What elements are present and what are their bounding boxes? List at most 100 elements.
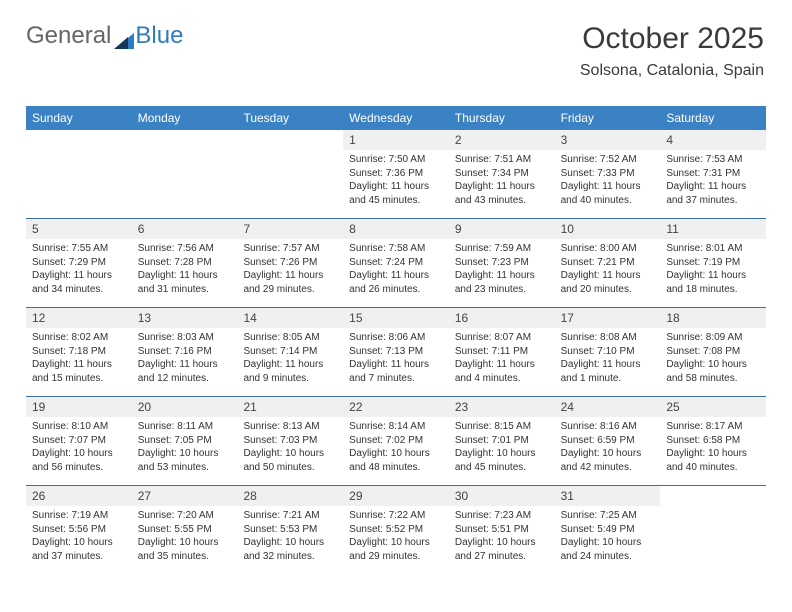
sunrise-text: Sunrise: 8:11 AM	[138, 420, 232, 434]
day-number	[237, 130, 343, 136]
day-number: 6	[132, 219, 238, 239]
daylight-text: Daylight: 11 hours and 37 minutes.	[666, 180, 760, 207]
sunrise-text: Sunrise: 8:02 AM	[32, 331, 126, 345]
day-cell: 5Sunrise: 7:55 AMSunset: 7:29 PMDaylight…	[26, 219, 132, 307]
sunset-text: Sunset: 7:08 PM	[666, 345, 760, 359]
sunrise-text: Sunrise: 7:23 AM	[455, 509, 549, 523]
day-number: 21	[237, 397, 343, 417]
day-cell: 25Sunrise: 8:17 AMSunset: 6:58 PMDayligh…	[660, 397, 766, 485]
sunrise-text: Sunrise: 7:51 AM	[455, 153, 549, 167]
sunset-text: Sunset: 7:05 PM	[138, 434, 232, 448]
day-body: Sunrise: 7:55 AMSunset: 7:29 PMDaylight:…	[26, 239, 132, 302]
sunrise-text: Sunrise: 7:22 AM	[349, 509, 443, 523]
day-number: 27	[132, 486, 238, 506]
sunrise-text: Sunrise: 8:15 AM	[455, 420, 549, 434]
weekday-header: Wednesday	[343, 106, 449, 130]
sunset-text: Sunset: 7:24 PM	[349, 256, 443, 270]
weekday-header: Tuesday	[237, 106, 343, 130]
day-body: Sunrise: 8:00 AMSunset: 7:21 PMDaylight:…	[555, 239, 661, 302]
weekday-header: Thursday	[449, 106, 555, 130]
sunrise-text: Sunrise: 8:05 AM	[243, 331, 337, 345]
day-number: 24	[555, 397, 661, 417]
sunset-text: Sunset: 7:26 PM	[243, 256, 337, 270]
sunset-text: Sunset: 7:33 PM	[561, 167, 655, 181]
sunrise-text: Sunrise: 8:17 AM	[666, 420, 760, 434]
day-number: 9	[449, 219, 555, 239]
daylight-text: Daylight: 10 hours and 24 minutes.	[561, 536, 655, 563]
sunset-text: Sunset: 7:10 PM	[561, 345, 655, 359]
day-body: Sunrise: 7:50 AMSunset: 7:36 PMDaylight:…	[343, 150, 449, 213]
sunrise-text: Sunrise: 8:10 AM	[32, 420, 126, 434]
day-cell: 21Sunrise: 8:13 AMSunset: 7:03 PMDayligh…	[237, 397, 343, 485]
day-body: Sunrise: 7:22 AMSunset: 5:52 PMDaylight:…	[343, 506, 449, 569]
day-cell	[132, 130, 238, 218]
sunrise-text: Sunrise: 8:14 AM	[349, 420, 443, 434]
day-number: 31	[555, 486, 661, 506]
location-label: Solsona, Catalonia, Spain	[580, 62, 764, 80]
daylight-text: Daylight: 11 hours and 7 minutes.	[349, 358, 443, 385]
day-body: Sunrise: 8:11 AMSunset: 7:05 PMDaylight:…	[132, 417, 238, 480]
week-row: 26Sunrise: 7:19 AMSunset: 5:56 PMDayligh…	[26, 485, 766, 574]
sunset-text: Sunset: 7:19 PM	[666, 256, 760, 270]
sunset-text: Sunset: 7:14 PM	[243, 345, 337, 359]
sunrise-text: Sunrise: 8:00 AM	[561, 242, 655, 256]
month-title: October 2025	[580, 22, 764, 56]
weekday-header: Sunday	[26, 106, 132, 130]
day-body: Sunrise: 7:52 AMSunset: 7:33 PMDaylight:…	[555, 150, 661, 213]
day-cell: 16Sunrise: 8:07 AMSunset: 7:11 PMDayligh…	[449, 308, 555, 396]
sunrise-text: Sunrise: 7:25 AM	[561, 509, 655, 523]
day-body: Sunrise: 8:15 AMSunset: 7:01 PMDaylight:…	[449, 417, 555, 480]
sunset-text: Sunset: 5:51 PM	[455, 523, 549, 537]
day-cell: 29Sunrise: 7:22 AMSunset: 5:52 PMDayligh…	[343, 486, 449, 574]
sunset-text: Sunset: 7:29 PM	[32, 256, 126, 270]
day-number	[132, 130, 238, 136]
day-body: Sunrise: 7:21 AMSunset: 5:53 PMDaylight:…	[237, 506, 343, 569]
weekday-header-row: SundayMondayTuesdayWednesdayThursdayFrid…	[26, 106, 766, 130]
day-body: Sunrise: 7:19 AMSunset: 5:56 PMDaylight:…	[26, 506, 132, 569]
day-number: 15	[343, 308, 449, 328]
sunrise-text: Sunrise: 7:53 AM	[666, 153, 760, 167]
day-number: 5	[26, 219, 132, 239]
sunset-text: Sunset: 5:53 PM	[243, 523, 337, 537]
daylight-text: Daylight: 10 hours and 58 minutes.	[666, 358, 760, 385]
day-body: Sunrise: 8:09 AMSunset: 7:08 PMDaylight:…	[660, 328, 766, 391]
day-body: Sunrise: 7:58 AMSunset: 7:24 PMDaylight:…	[343, 239, 449, 302]
day-cell: 15Sunrise: 8:06 AMSunset: 7:13 PMDayligh…	[343, 308, 449, 396]
week-row: 1Sunrise: 7:50 AMSunset: 7:36 PMDaylight…	[26, 130, 766, 218]
day-body: Sunrise: 7:51 AMSunset: 7:34 PMDaylight:…	[449, 150, 555, 213]
week-row: 5Sunrise: 7:55 AMSunset: 7:29 PMDaylight…	[26, 218, 766, 307]
logo-text-general: General	[26, 22, 111, 50]
day-number: 2	[449, 130, 555, 150]
day-cell: 12Sunrise: 8:02 AMSunset: 7:18 PMDayligh…	[26, 308, 132, 396]
day-number: 18	[660, 308, 766, 328]
day-number: 29	[343, 486, 449, 506]
daylight-text: Daylight: 10 hours and 48 minutes.	[349, 447, 443, 474]
day-body: Sunrise: 8:06 AMSunset: 7:13 PMDaylight:…	[343, 328, 449, 391]
weekday-header: Monday	[132, 106, 238, 130]
sunset-text: Sunset: 7:02 PM	[349, 434, 443, 448]
day-body: Sunrise: 8:08 AMSunset: 7:10 PMDaylight:…	[555, 328, 661, 391]
day-cell: 11Sunrise: 8:01 AMSunset: 7:19 PMDayligh…	[660, 219, 766, 307]
day-number: 11	[660, 219, 766, 239]
sunrise-text: Sunrise: 7:50 AM	[349, 153, 443, 167]
day-cell: 8Sunrise: 7:58 AMSunset: 7:24 PMDaylight…	[343, 219, 449, 307]
day-body: Sunrise: 8:14 AMSunset: 7:02 PMDaylight:…	[343, 417, 449, 480]
daylight-text: Daylight: 11 hours and 15 minutes.	[32, 358, 126, 385]
day-number: 1	[343, 130, 449, 150]
daylight-text: Daylight: 10 hours and 45 minutes.	[455, 447, 549, 474]
day-number: 3	[555, 130, 661, 150]
day-number: 12	[26, 308, 132, 328]
sunset-text: Sunset: 7:01 PM	[455, 434, 549, 448]
day-number: 26	[26, 486, 132, 506]
calendar-grid: SundayMondayTuesdayWednesdayThursdayFrid…	[26, 106, 766, 574]
day-cell: 13Sunrise: 8:03 AMSunset: 7:16 PMDayligh…	[132, 308, 238, 396]
day-cell: 23Sunrise: 8:15 AMSunset: 7:01 PMDayligh…	[449, 397, 555, 485]
sunset-text: Sunset: 7:21 PM	[561, 256, 655, 270]
daylight-text: Daylight: 10 hours and 42 minutes.	[561, 447, 655, 474]
sunrise-text: Sunrise: 8:06 AM	[349, 331, 443, 345]
daylight-text: Daylight: 11 hours and 1 minute.	[561, 358, 655, 385]
page-header: October 2025 Solsona, Catalonia, Spain	[580, 22, 764, 80]
day-body: Sunrise: 8:13 AMSunset: 7:03 PMDaylight:…	[237, 417, 343, 480]
day-body: Sunrise: 7:20 AMSunset: 5:55 PMDaylight:…	[132, 506, 238, 569]
day-number: 7	[237, 219, 343, 239]
